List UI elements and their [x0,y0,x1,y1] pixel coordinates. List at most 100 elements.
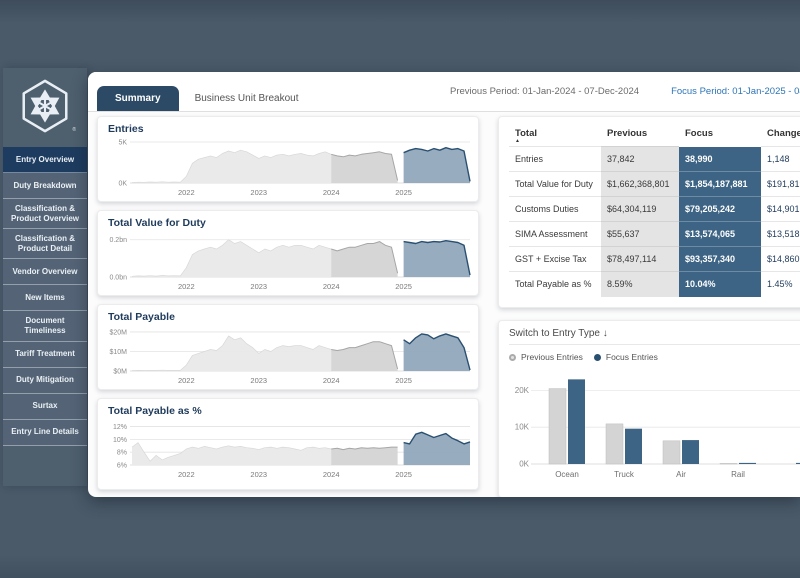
column-header-previous[interactable]: Previous [607,128,648,139]
card-entries-trend: Entries 0K 5K 2022 2023 2024 2025 [97,116,479,202]
svg-text:0.2bn: 0.2bn [109,237,127,244]
svg-text:$0M: $0M [113,369,127,376]
entries-area-chart: 0K 5K 2022 2023 2024 2025 [118,140,471,197]
label-value: Total Value for Duty [509,171,601,197]
total-payable-pct-area-chart: 6% 8% 10% 12% 2022 2023 2024 2025 [113,424,471,479]
previous-period-label: Previous Period: 01-Jan-2024 - 07-Dec-20… [450,86,640,97]
svg-text:0.0bn: 0.0bn [109,275,127,282]
sidebar-item-entry-overview[interactable]: Entry Overview [3,147,87,173]
svg-text:10%: 10% [113,437,127,444]
sidebar-nav: Entry Overview Duty Breakdown Classificati… [3,147,87,446]
svg-text:2022: 2022 [178,470,195,479]
sidebar-item-duty-breakdown[interactable]: Duty Breakdown [3,173,87,199]
entry-type-bar-chart: 0K 10K 20K Ocean Truck Air Rail [515,379,800,479]
sort-ascending-icon: ▲ [515,138,520,144]
chart-title: Total Value for Duty [108,217,206,229]
svg-text:8%: 8% [117,450,127,457]
change-value: 1.45% [761,271,800,297]
sidebar-item-duty-mitigation[interactable]: Duty Mitigation [3,367,87,394]
label-value: Entries [509,146,601,172]
table-row-customs-duties: Customs Duties $64,304,119 $79,205,242 $14,… [509,196,800,222]
change-value: 1,148 [761,146,800,172]
svg-text:Air: Air [676,470,686,479]
label-value: Total Payable as % [509,271,601,297]
svg-text:Truck: Truck [614,470,635,479]
svg-text:2022: 2022 [178,188,195,197]
sidebar-item-entry-line-details[interactable]: Entry Line Details [3,419,87,446]
total-value-for-duty-area-chart: 0.0bn 0.2bn 2022 2023 2024 2025 [109,237,471,291]
focus-value: $13,574,065 [679,221,761,247]
table-row-total-value-for-duty: Total Value for Duty $1,662,368,801 $1,854… [509,171,800,197]
sidebar-item-new-items[interactable]: New Items [3,285,87,312]
app-logo: ® [16,77,76,135]
svg-text:2025: 2025 [395,470,412,479]
prev-value: $1,662,368,801 [601,171,679,197]
card-total-payable-trend: Total Payable $0M $10M $20M 2022 2023 2024 202… [97,304,479,390]
table-row-entries: Entries 37,842 38,990 1,148 [509,146,800,172]
focus-entries-legend-icon [593,353,601,361]
table-row-sima-assessment: SIMA Assessment $55,637 $13,574,065 $13,518… [509,221,800,247]
previous-entries-legend-icon [509,353,516,361]
sidebar-item-tariff-treatment[interactable]: Tariff Treatment [3,341,87,368]
entry-type-card: Switch to Entry Type ↓ Previous Entries … [498,320,800,497]
svg-text:2024: 2024 [323,282,340,291]
svg-text:12%: 12% [113,424,127,431]
svg-text:2022: 2022 [178,376,195,385]
column-header-total[interactable]: Total ▲ [509,123,601,147]
svg-text:2022: 2022 [178,282,195,291]
svg-text:20K: 20K [515,386,530,395]
period-labels: Previous Period: 01-Jan-2024 - 07-Dec-20… [450,86,800,97]
prev-value: 8.59% [601,271,679,297]
switch-to-entry-type-toggle[interactable]: Switch to Entry Type ↓ [509,328,800,345]
svg-text:2024: 2024 [323,188,340,197]
sidebar-item-vendor-overview[interactable]: Vendor Overview [3,259,87,286]
column-header-change[interactable]: Change [767,128,800,139]
change-value: $14,901,123 [761,196,800,222]
focus-value: 38,990 [679,146,761,172]
change-value: $191,819,080 [761,171,800,197]
svg-text:Ocean: Ocean [555,470,579,479]
card-total-value-for-duty-trend: Total Value for Duty 0.0bn 0.2bn 2022 2023 2… [97,210,479,296]
svg-text:2023: 2023 [250,376,267,385]
focus-value: $93,357,340 [679,246,761,272]
chart-title: Entries [108,123,144,135]
label-value: SIMA Assessment [509,221,601,247]
trend-charts-column: Entries 0K 5K 2022 2023 2024 2025 Total Value… [97,116,479,490]
summary-column: Total ▲ Previous Focus Change Entries 37,842 3… [498,116,800,497]
sidebar-item-surtax[interactable]: Surtax [3,393,87,420]
focus-entries-legend-label: Focus Entries [605,352,658,362]
tab-summary[interactable]: Summary [97,86,179,111]
sidebar-item-classification-product-overview[interactable]: Classification & Product Overview [3,199,87,230]
svg-text:2025: 2025 [395,188,412,197]
svg-text:6%: 6% [117,463,127,470]
hexagon-arrows-logo-icon [22,79,68,133]
table-row-total-payable-as: Total Payable as % 8.59% 10.04% 1.45% [509,271,800,297]
svg-text:0K: 0K [118,181,127,188]
prev-value: $64,304,119 [601,196,679,222]
label-value: GST + Excise Tax [509,246,601,272]
svg-text:10K: 10K [515,423,530,432]
prev-value: 37,842 [601,146,679,172]
focus-period-label: Focus Period: 01-Jan-2025 - 04 [671,86,800,97]
column-header-focus[interactable]: Focus [685,128,713,139]
tabs-row: Summary Business Unit Breakout Previous … [88,72,800,112]
label-value: Customs Duties [509,196,601,222]
card-total-payable-pct-trend: Total Payable as % 6% 8% 10% 12% 2022 2023 202… [97,398,479,490]
svg-text:$20M: $20M [109,329,127,336]
tab-business-unit-breakout[interactable]: Business Unit Breakout [194,93,299,104]
focus-value: 10.04% [679,271,761,297]
change-value: $13,518,428 [761,221,800,247]
sidebar-item-classification-product-detail[interactable]: Classification & Product Detail [3,229,87,260]
svg-text:2024: 2024 [323,470,340,479]
focus-value: $1,854,187,881 [679,171,761,197]
svg-text:2023: 2023 [250,188,267,197]
svg-text:$10M: $10M [109,349,127,356]
sidebar-item-document-timeliness[interactable]: Document Timeliness [3,311,87,342]
summary-table-card: Total ▲ Previous Focus Change Entries 37,842 3… [498,116,800,308]
svg-text:2023: 2023 [250,470,267,479]
focus-value: $79,205,242 [679,196,761,222]
chart-title: Total Payable [108,311,175,323]
sidebar: ® Entry Overview Duty Breakdown Classifica… [3,68,87,486]
total-payable-area-chart: $0M $10M $20M 2022 2023 2024 2025 [109,329,471,385]
